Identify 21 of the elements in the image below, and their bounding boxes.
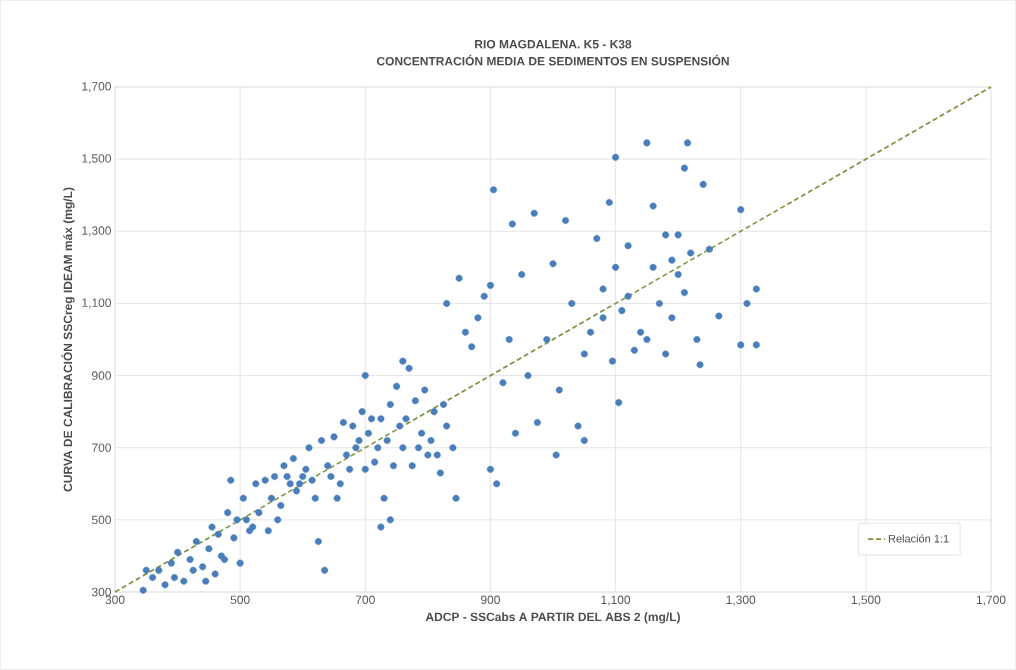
x-tick-label: 1,500 <box>851 595 881 606</box>
y-tick-label: 1,100 <box>82 298 111 309</box>
y-tick-label: 1,500 <box>82 154 111 165</box>
y-tick-label: 500 <box>91 515 111 525</box>
x-tick-label: 300 <box>105 595 125 605</box>
y-tick-label: 1,300 <box>82 226 111 237</box>
y-tick-label: 300 <box>91 587 111 597</box>
x-axis-title: ADCP - SSCabs A PARTIR DEL ABS 2 (mg/L) <box>425 612 680 624</box>
x-tick-label: 700 <box>355 595 375 605</box>
y-tick-label: 1,700 <box>82 82 111 92</box>
y-tick-label: 900 <box>92 371 111 380</box>
x-tick-label: 1,700 <box>976 595 1006 606</box>
legend-label: Relación 1:1 <box>888 534 949 543</box>
chart-subtitle: CONCENTRACIÓN MEDIA DE SEDIMENTOS EN SUSPENSIÓN <box>376 54 729 66</box>
y-axis-title: CURVA DE CALIBRACIÓN SSCreg IDEAM máx (mg/L) <box>61 187 75 492</box>
x-tick-label: 1,100 <box>601 595 631 606</box>
x-tick-label: 900 <box>480 595 500 605</box>
x-tick-label: 1,300 <box>726 595 756 606</box>
y-tick-label: 700 <box>92 443 111 452</box>
x-tick-label: 500 <box>230 595 250 605</box>
chart-title: RIO MAGDALENA. K5 - K38 <box>475 39 632 49</box>
